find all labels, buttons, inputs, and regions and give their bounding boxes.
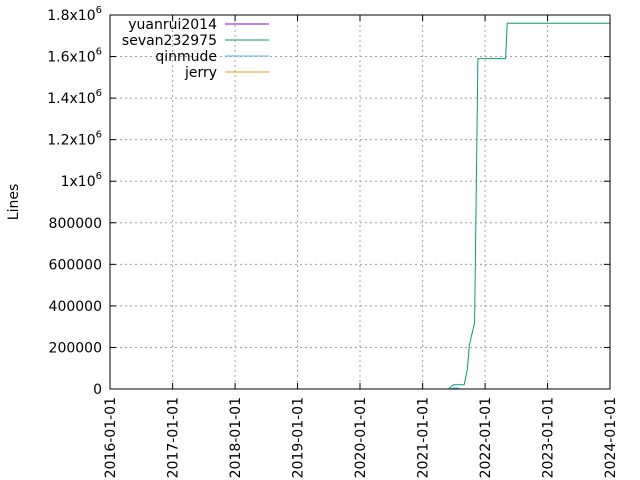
y-tick-label: 1.6x106 — [47, 47, 102, 66]
y-tick-label: 1.8x106 — [47, 5, 102, 24]
y-tick-label: 400000 — [49, 299, 102, 315]
plot-border — [109, 14, 611, 390]
x-tick-label: 2021-01-01 — [416, 397, 432, 478]
legend-label: yuanrui2014 — [128, 17, 217, 33]
y-tick-label: 800000 — [49, 216, 102, 232]
y-axis: 0 200000 400000 600000 800000 1x106 1.2x106 1.4… — [47, 5, 610, 398]
y-tick-label: 200000 — [49, 340, 102, 356]
y-tick-label: 1x106 — [61, 171, 102, 190]
y-axis-label: Lines — [6, 184, 22, 220]
x-tick-label: 2017-01-01 — [166, 397, 182, 478]
x-axis: 2016-01-01 2017-01-01 2018-01-01 2019-01-01… — [103, 15, 619, 478]
y-tick-label: 1.2x106 — [47, 130, 102, 149]
y-tick-label: 0 — [93, 382, 102, 398]
x-tick-label: 2016-01-01 — [103, 397, 119, 478]
legend-label: qinmude — [155, 49, 217, 65]
x-tick-label: 2019-01-01 — [291, 397, 307, 478]
x-tick-label: 2023-01-01 — [541, 397, 557, 478]
x-tick-label: 2022-01-01 — [478, 397, 494, 478]
series-lines — [443, 22, 610, 390]
y-tick-label: 1.4x106 — [47, 88, 102, 107]
y-tick-label: 600000 — [49, 257, 102, 273]
legend-label: sevan232975 — [122, 33, 217, 49]
x-tick-label: 2020-01-01 — [353, 397, 369, 478]
legend-label: jerry — [184, 65, 217, 81]
x-tick-label: 2018-01-01 — [228, 397, 244, 478]
x-tick-label: 2024-01-01 — [603, 397, 619, 478]
series-line-sevan232975 — [443, 22, 610, 390]
